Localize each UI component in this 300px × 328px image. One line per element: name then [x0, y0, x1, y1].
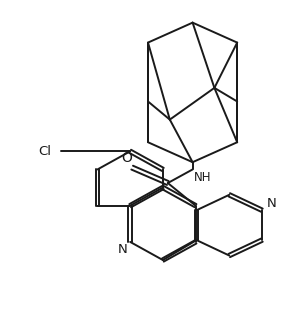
- Text: N: N: [117, 243, 127, 256]
- Text: O: O: [121, 151, 132, 165]
- Text: N: N: [267, 197, 277, 210]
- Text: Cl: Cl: [38, 145, 52, 158]
- Text: NH: NH: [194, 171, 211, 184]
